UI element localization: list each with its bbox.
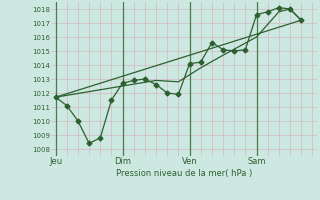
X-axis label: Pression niveau de la mer( hPa ): Pression niveau de la mer( hPa ) (116, 169, 252, 178)
